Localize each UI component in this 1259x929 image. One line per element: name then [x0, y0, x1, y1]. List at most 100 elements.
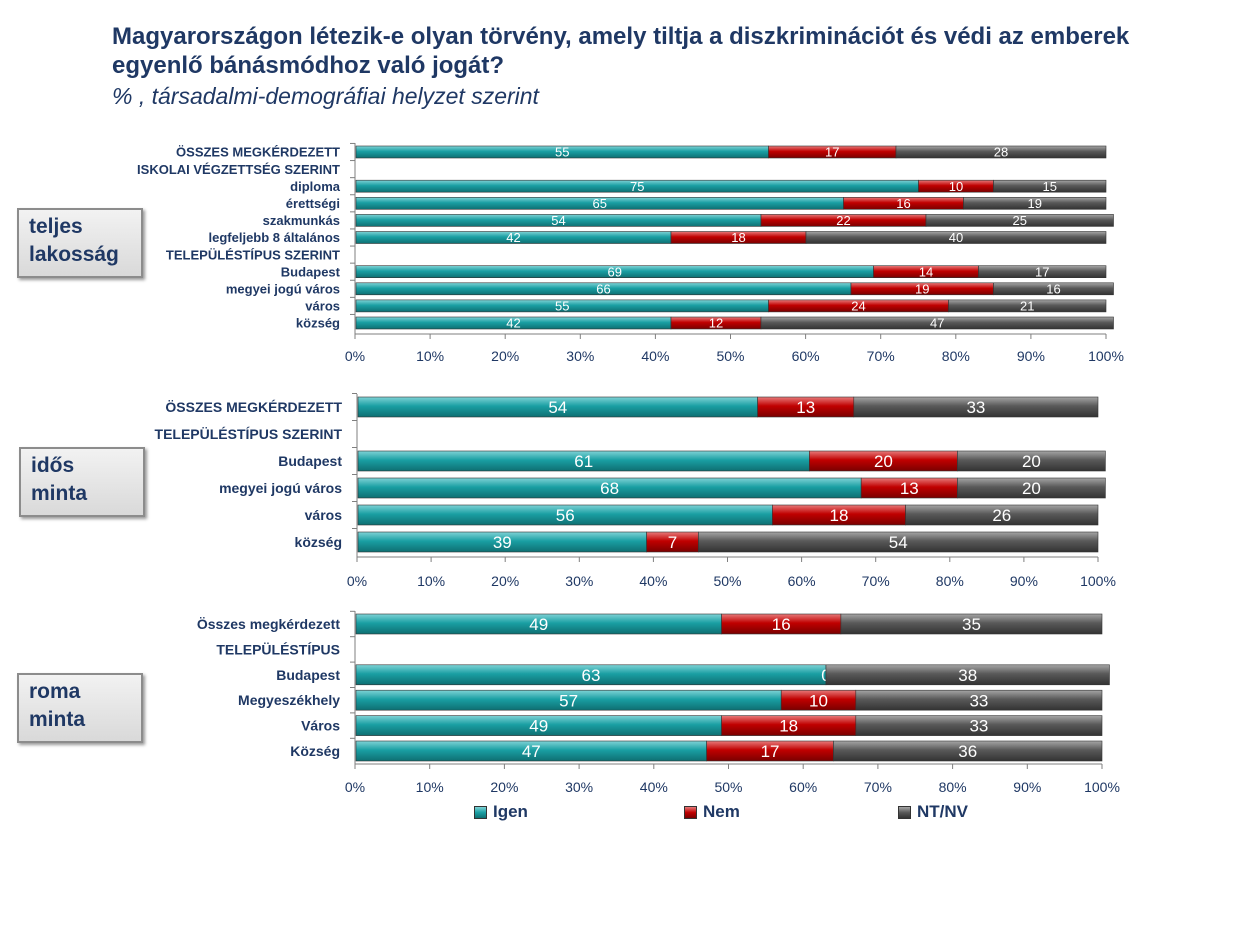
- category-label: község: [295, 534, 342, 550]
- data-label: 40: [949, 230, 963, 245]
- category-label: TELEPÜLÉSTÍPUS SZERINT: [155, 426, 343, 442]
- data-label: 16: [896, 196, 910, 211]
- data-label: 35: [962, 615, 981, 634]
- group-label-idos-minta: idős minta: [19, 447, 145, 517]
- bar-segment-ntnv: [895, 145, 1107, 159]
- category-label: megyei jogú város: [219, 480, 342, 496]
- category-label: község: [296, 316, 340, 331]
- category-label: diploma: [290, 179, 341, 194]
- data-label: 47: [930, 316, 944, 331]
- data-label: 17: [1035, 264, 1049, 279]
- data-label: 15: [1043, 179, 1057, 194]
- bar-segment-ntnv: [978, 265, 1107, 279]
- bar-segment-ntnv: [957, 477, 1106, 499]
- x-tick-label: 70%: [864, 779, 892, 795]
- data-label: 42: [506, 230, 520, 245]
- data-label: 38: [958, 666, 977, 685]
- x-tick-label: 40%: [641, 348, 669, 364]
- data-label: 55: [555, 145, 569, 160]
- data-label: 19: [915, 281, 929, 296]
- category-label: megyei jogú város: [226, 281, 340, 296]
- category-label: Budapest: [276, 667, 340, 683]
- chart-subtitle: % , társadalmi-demográfiai helyzet szeri…: [112, 83, 539, 109]
- data-label: 26: [992, 506, 1011, 525]
- data-label: 28: [994, 145, 1008, 160]
- x-tick-label: 40%: [640, 779, 668, 795]
- bar-segment-ntnv: [698, 531, 1099, 553]
- x-tick-label: 80%: [936, 573, 964, 589]
- data-label: 21: [1020, 299, 1034, 314]
- data-label: 54: [548, 398, 567, 417]
- data-label: 10: [949, 179, 963, 194]
- x-tick-label: 0%: [345, 348, 365, 364]
- x-tick-label: 80%: [942, 348, 970, 364]
- group-label-line2: minta: [31, 482, 88, 505]
- data-label: 10: [809, 691, 828, 710]
- data-label: 56: [556, 506, 575, 525]
- data-label: 47: [522, 742, 541, 761]
- x-tick-label: 70%: [862, 573, 890, 589]
- category-label: Összes megkérdezett: [197, 616, 341, 632]
- data-label: 19: [1028, 196, 1042, 211]
- legend-swatch-nem: [684, 805, 697, 819]
- data-label: 57: [559, 691, 578, 710]
- x-tick-label: 80%: [939, 779, 967, 795]
- x-tick-label: 10%: [417, 573, 445, 589]
- data-label: 16: [772, 615, 791, 634]
- category-label: Budapest: [278, 453, 342, 469]
- bar-segment-ntnv: [855, 689, 1103, 711]
- x-tick-label: 100%: [1088, 348, 1124, 364]
- group-label-line1: roma: [29, 680, 81, 703]
- data-label: 7: [668, 533, 677, 552]
- data-label: 65: [593, 196, 607, 211]
- x-tick-label: 30%: [565, 779, 593, 795]
- x-tick-label: 10%: [416, 779, 444, 795]
- data-label: 17: [825, 145, 839, 160]
- bar-segment-ntnv: [957, 450, 1106, 472]
- bar-segment-ntnv: [963, 197, 1107, 210]
- bar-segment-ntnv: [925, 214, 1114, 227]
- x-tick-label: 60%: [792, 348, 820, 364]
- data-label: 66: [596, 281, 610, 296]
- x-tick-label: 50%: [716, 348, 744, 364]
- group-label-line2: minta: [29, 708, 86, 731]
- data-label: 54: [551, 213, 565, 228]
- data-label: 33: [966, 398, 985, 417]
- category-label: ÖSSZES MEGKÉRDEZETT: [176, 145, 340, 160]
- data-label: 75: [630, 179, 644, 194]
- x-tick-label: 30%: [565, 573, 593, 589]
- data-label: 25: [1013, 213, 1027, 228]
- data-label: 18: [731, 230, 745, 245]
- category-label: TELEPÜLÉSTÍPUS: [216, 641, 340, 657]
- category-label: szakmunkás: [263, 213, 340, 228]
- data-label: 18: [830, 506, 849, 525]
- x-tick-label: 10%: [416, 348, 444, 364]
- bar-segment-ntnv: [993, 179, 1107, 193]
- data-label: 33: [969, 717, 988, 736]
- category-label: TELEPÜLÉSTÍPUS SZERINT: [166, 247, 340, 262]
- x-tick-label: 70%: [867, 348, 895, 364]
- x-tick-label: 90%: [1013, 779, 1041, 795]
- category-label: város: [305, 299, 340, 314]
- x-tick-label: 30%: [566, 348, 594, 364]
- data-label: 42: [506, 316, 520, 331]
- chart-title: Magyarországon létezik-e olyan törvény, …: [112, 23, 1130, 79]
- data-label: 63: [582, 666, 601, 685]
- data-label: 33: [969, 691, 988, 710]
- category-label: város: [305, 507, 343, 523]
- data-label: 16: [1046, 281, 1060, 296]
- x-tick-label: 0%: [345, 779, 365, 795]
- data-label: 18: [779, 717, 798, 736]
- legend-item-igen: Igen: [474, 802, 528, 822]
- bar-segment-ntnv: [855, 715, 1103, 736]
- category-label: érettségi: [286, 196, 340, 211]
- x-tick-label: 50%: [713, 573, 741, 589]
- data-label: 20: [874, 452, 893, 471]
- x-tick-label: 60%: [789, 779, 817, 795]
- x-tick-label: 90%: [1017, 348, 1045, 364]
- x-tick-label: 100%: [1084, 779, 1120, 795]
- legend-swatch-ntnv: [898, 805, 911, 819]
- x-tick-label: 20%: [490, 779, 518, 795]
- category-label: Város: [301, 718, 340, 734]
- bar-segment-ntnv: [833, 740, 1103, 762]
